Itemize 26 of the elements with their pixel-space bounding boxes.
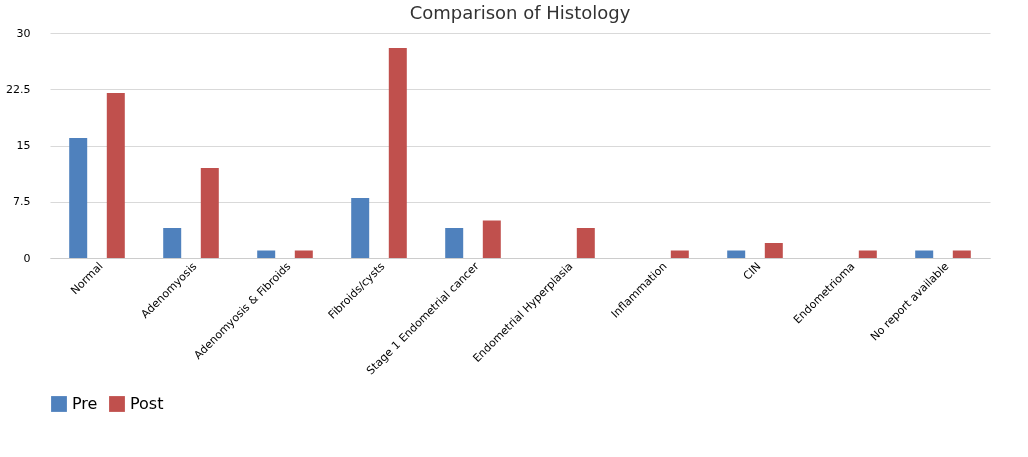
bar (482, 220, 501, 258)
bar (576, 228, 595, 258)
bar (445, 228, 464, 258)
bar (351, 198, 370, 258)
bar (200, 168, 219, 258)
chart-title: Comparison of Histology (409, 2, 631, 23)
legend-label: Post (130, 394, 164, 413)
bar (388, 48, 407, 258)
y-tick-label: 0 (23, 251, 31, 265)
y-tick-label: 30 (16, 26, 31, 40)
y-tick-label: 22.5 (6, 82, 31, 96)
y-tick-label: 7.5 (13, 195, 31, 209)
y-tick-label: 15 (16, 139, 31, 152)
legend-label: Pre (72, 394, 98, 413)
bar (727, 250, 746, 258)
bar (670, 250, 689, 258)
bar (106, 93, 125, 258)
bar (257, 250, 276, 258)
bar (163, 228, 182, 258)
bar (764, 243, 783, 258)
bar (915, 250, 934, 258)
bar (69, 138, 88, 258)
bar (294, 250, 313, 258)
bar (952, 250, 971, 258)
bar (858, 250, 877, 258)
x-tick-label: CIN (740, 259, 764, 283)
